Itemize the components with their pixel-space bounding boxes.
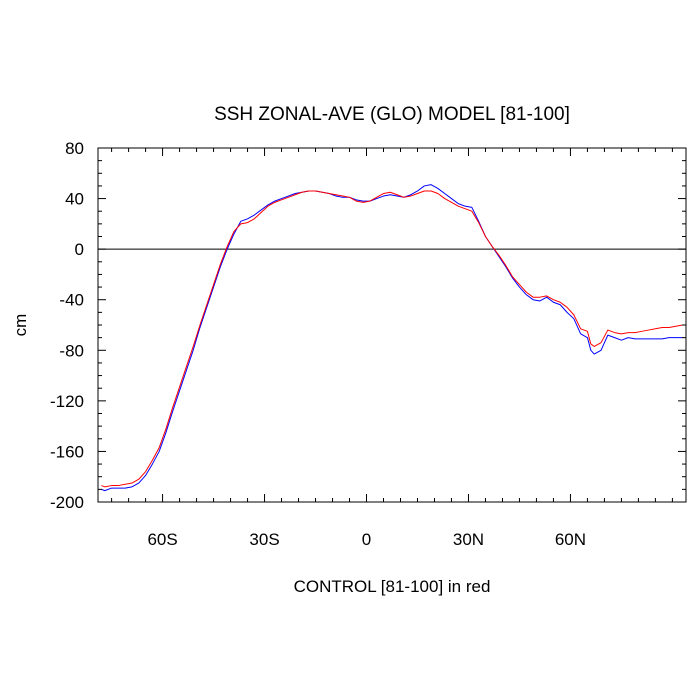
x-tick-label: 60S: [147, 530, 177, 549]
series-line-red: [101, 190, 683, 488]
x-tick-label: 30S: [249, 530, 279, 549]
y-tick-label: -200: [50, 493, 84, 512]
y-tick-label: -40: [59, 291, 84, 310]
x-tick-label: 60N: [555, 530, 586, 549]
y-tick-label: 40: [65, 190, 84, 209]
x-axis-label: CONTROL [81-100] in red: [294, 577, 491, 596]
series-line-blue: [101, 184, 683, 492]
y-tick-label: 80: [65, 139, 84, 158]
plot-frame: [97, 147, 687, 503]
x-tick-label: 0: [362, 530, 371, 549]
plot-area: [98, 184, 686, 492]
y-axis-label: cm: [11, 314, 30, 337]
y-tick-label: 0: [75, 240, 84, 259]
x-tick-label: 30N: [453, 530, 484, 549]
axes: 80 40 0 -40 -80 -120 -160 -200 60S 30S 0 30N 60N: [50, 139, 687, 549]
y-tick-label: -160: [50, 442, 84, 461]
chart-title: SSH ZONAL-AVE (GLO) MODEL [81-100]: [214, 104, 570, 125]
y-tick-label: -80: [59, 341, 84, 360]
y-tick-label: -120: [50, 392, 84, 411]
